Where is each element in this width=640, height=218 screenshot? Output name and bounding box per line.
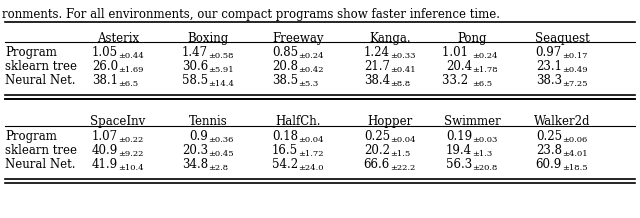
Text: Asterix: Asterix — [97, 32, 139, 45]
Text: ±0.17: ±0.17 — [562, 52, 588, 60]
Text: SpaceInv: SpaceInv — [90, 115, 146, 128]
Text: ±0.03: ±0.03 — [472, 136, 497, 144]
Text: ±6.5: ±6.5 — [118, 80, 138, 88]
Text: ±5.91: ±5.91 — [208, 66, 234, 74]
Text: 34.8: 34.8 — [182, 158, 208, 171]
Text: Program: Program — [5, 130, 57, 143]
Text: ±0.44: ±0.44 — [118, 52, 144, 60]
Text: Hopper: Hopper — [367, 115, 413, 128]
Text: 26.0: 26.0 — [92, 60, 118, 73]
Text: ±24.0: ±24.0 — [298, 164, 323, 172]
Text: ±18.5: ±18.5 — [562, 164, 588, 172]
Text: ±14.4: ±14.4 — [208, 80, 234, 88]
Text: Neural Net.: Neural Net. — [5, 158, 76, 171]
Text: Seaquest: Seaquest — [534, 32, 589, 45]
Text: Walker2d: Walker2d — [534, 115, 590, 128]
Text: 21.7: 21.7 — [364, 60, 390, 73]
Text: Boxing: Boxing — [188, 32, 228, 45]
Text: ±22.2: ±22.2 — [390, 164, 415, 172]
Text: 38.5: 38.5 — [272, 74, 298, 87]
Text: Pong: Pong — [457, 32, 487, 45]
Text: sklearn tree: sklearn tree — [5, 144, 77, 157]
Text: ±0.36: ±0.36 — [208, 136, 234, 144]
Text: ±0.24: ±0.24 — [298, 52, 323, 60]
Text: ±0.45: ±0.45 — [208, 150, 234, 158]
Text: ±1.69: ±1.69 — [118, 66, 143, 74]
Text: ±0.22: ±0.22 — [118, 136, 143, 144]
Text: ronments. For all environments, our compact programs show faster inference time.: ronments. For all environments, our comp… — [2, 8, 500, 21]
Text: Swimmer: Swimmer — [444, 115, 500, 128]
Text: 66.6: 66.6 — [364, 158, 390, 171]
Text: ±5.3: ±5.3 — [298, 80, 318, 88]
Text: HalfCh.: HalfCh. — [275, 115, 321, 128]
Text: 0.85: 0.85 — [272, 46, 298, 59]
Text: ±0.04: ±0.04 — [390, 136, 415, 144]
Text: ±1.3: ±1.3 — [472, 150, 492, 158]
Text: ±0.49: ±0.49 — [562, 66, 588, 74]
Text: 19.4: 19.4 — [446, 144, 472, 157]
Text: 1.47: 1.47 — [182, 46, 208, 59]
Text: ±10.4: ±10.4 — [118, 164, 143, 172]
Text: 38.1: 38.1 — [92, 74, 118, 87]
Text: 0.25: 0.25 — [364, 130, 390, 143]
Text: 0.25: 0.25 — [536, 130, 562, 143]
Text: ±20.8: ±20.8 — [472, 164, 497, 172]
Text: Neural Net.: Neural Net. — [5, 74, 76, 87]
Text: sklearn tree: sklearn tree — [5, 60, 77, 73]
Text: ±0.58: ±0.58 — [208, 52, 234, 60]
Text: 56.3: 56.3 — [445, 158, 472, 171]
Text: ±6.5: ±6.5 — [472, 80, 492, 88]
Text: 38.4: 38.4 — [364, 74, 390, 87]
Text: ±1.72: ±1.72 — [298, 150, 323, 158]
Text: 23.8: 23.8 — [536, 144, 562, 157]
Text: 20.3: 20.3 — [182, 144, 208, 157]
Text: 1.05: 1.05 — [92, 46, 118, 59]
Text: 23.1: 23.1 — [536, 60, 562, 73]
Text: ±0.04: ±0.04 — [298, 136, 323, 144]
Text: ±0.33: ±0.33 — [390, 52, 415, 60]
Text: 33.2: 33.2 — [442, 74, 472, 87]
Text: 0.9: 0.9 — [189, 130, 208, 143]
Text: 20.2: 20.2 — [364, 144, 390, 157]
Text: 40.9: 40.9 — [92, 144, 118, 157]
Text: Tennis: Tennis — [189, 115, 227, 128]
Text: 20.4: 20.4 — [446, 60, 472, 73]
Text: ±0.06: ±0.06 — [562, 136, 588, 144]
Text: 16.5: 16.5 — [272, 144, 298, 157]
Text: ±0.41: ±0.41 — [390, 66, 415, 74]
Text: ±1.5: ±1.5 — [390, 150, 410, 158]
Text: 0.18: 0.18 — [272, 130, 298, 143]
Text: ±9.22: ±9.22 — [118, 150, 143, 158]
Text: Freeway: Freeway — [272, 32, 324, 45]
Text: Program: Program — [5, 46, 57, 59]
Text: 41.9: 41.9 — [92, 158, 118, 171]
Text: 30.6: 30.6 — [182, 60, 208, 73]
Text: 60.9: 60.9 — [536, 158, 562, 171]
Text: ±4.01: ±4.01 — [562, 150, 588, 158]
Text: ±0.42: ±0.42 — [298, 66, 323, 74]
Text: 58.5: 58.5 — [182, 74, 208, 87]
Text: ±1.78: ±1.78 — [472, 66, 498, 74]
Text: 20.8: 20.8 — [272, 60, 298, 73]
Text: ±7.25: ±7.25 — [562, 80, 588, 88]
Text: ±2.8: ±2.8 — [208, 164, 228, 172]
Text: 54.2: 54.2 — [272, 158, 298, 171]
Text: 0.19: 0.19 — [446, 130, 472, 143]
Text: ±0.24: ±0.24 — [472, 52, 497, 60]
Text: ±8.8: ±8.8 — [390, 80, 410, 88]
Text: Kanga.: Kanga. — [369, 32, 411, 45]
Text: 1.24: 1.24 — [364, 46, 390, 59]
Text: 1.01: 1.01 — [442, 46, 472, 59]
Text: 1.07: 1.07 — [92, 130, 118, 143]
Text: 0.97: 0.97 — [536, 46, 562, 59]
Text: 38.3: 38.3 — [536, 74, 562, 87]
